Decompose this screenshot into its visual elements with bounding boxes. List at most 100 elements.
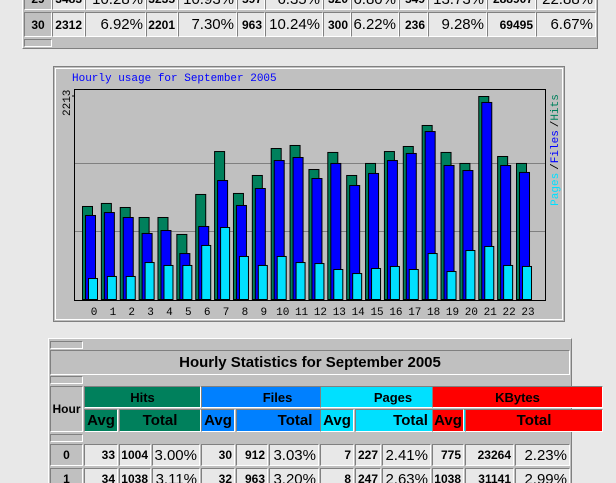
table-cell: 7.30% xyxy=(178,12,237,37)
x-tick-label: 9 xyxy=(261,307,268,319)
column-header: Hour xyxy=(50,386,83,432)
table-cell: 247 xyxy=(355,468,381,483)
legend-separator: / xyxy=(550,163,562,170)
bar xyxy=(408,269,419,301)
table-cell: 8 xyxy=(320,468,354,483)
table-cell: 2.41% xyxy=(382,444,431,466)
table-cell: 320 xyxy=(323,0,351,10)
x-tick-label: 5 xyxy=(185,307,192,319)
table-cell: 963 xyxy=(237,12,265,37)
x-tick-label: 6 xyxy=(204,307,211,319)
group-header: KBytes xyxy=(432,386,603,408)
x-tick-label: 3 xyxy=(147,307,154,319)
bar xyxy=(333,269,344,301)
x-tick-label: 22 xyxy=(503,307,516,319)
bar xyxy=(295,262,306,300)
bar xyxy=(220,226,231,300)
sub-header: Avg xyxy=(84,409,118,432)
spacer-cell xyxy=(50,434,83,442)
x-tick-label: 2 xyxy=(128,307,135,319)
legend-entry: Hits xyxy=(550,94,562,120)
x-tick-label: 18 xyxy=(427,307,440,319)
table-cell: 69495 xyxy=(487,12,536,37)
bar xyxy=(276,255,287,301)
table-cell: 3483 xyxy=(52,0,85,10)
sub-header: Avg xyxy=(432,409,464,432)
bar xyxy=(314,263,325,300)
spacer-cell xyxy=(24,39,52,47)
table-cell: 1038 xyxy=(432,468,464,483)
bar xyxy=(163,264,174,300)
y-tick-label: 2213 xyxy=(62,90,74,116)
bar xyxy=(182,264,193,300)
chart-bevel xyxy=(55,68,563,320)
bar xyxy=(201,244,212,300)
legend-entry: Files xyxy=(550,130,562,163)
table-cell: 6.80% xyxy=(351,0,399,10)
x-tick-label: 15 xyxy=(370,307,383,319)
spacer-cell xyxy=(50,376,83,384)
x-tick-label: 13 xyxy=(333,307,346,319)
table-cell: 10.28% xyxy=(85,0,146,10)
sub-header: Total xyxy=(465,409,603,432)
table-cell: 236 xyxy=(399,12,428,37)
x-tick-label: 8 xyxy=(242,307,249,319)
bar xyxy=(371,267,382,300)
table-cell: 912 xyxy=(236,444,268,466)
x-tick-label: 23 xyxy=(521,307,534,319)
bar xyxy=(484,245,495,300)
legend-separator: / xyxy=(550,121,562,128)
x-tick-label: 1 xyxy=(110,307,117,319)
table-cell: 33 xyxy=(84,444,118,466)
table-cell: 3.03% xyxy=(269,444,319,466)
table-cell: 1038 xyxy=(119,468,151,483)
table-cell: 1004 xyxy=(119,444,151,466)
table-cell: 2.99% xyxy=(515,468,570,483)
sub-header: Avg xyxy=(201,409,235,432)
x-tick-label: 10 xyxy=(276,307,289,319)
table-cell: 3235 xyxy=(146,0,178,10)
x-tick-label: 7 xyxy=(223,307,230,319)
table-cell: 3.00% xyxy=(152,444,200,466)
x-tick-label: 4 xyxy=(166,307,173,319)
table-cell: 10.93% xyxy=(178,0,237,10)
bar xyxy=(144,262,155,300)
table-cell: 227 xyxy=(355,444,381,466)
legend-entry: Pages xyxy=(550,173,562,206)
x-tick-label: 21 xyxy=(484,307,498,319)
table-cell: 23264 xyxy=(465,444,514,466)
table-cell: 2.63% xyxy=(382,468,431,483)
bar xyxy=(88,277,98,300)
table-cell: 9.28% xyxy=(428,12,487,37)
table-cell: 2.23% xyxy=(515,444,570,466)
table-cell: 6.67% xyxy=(536,12,596,37)
table-cell: 32 xyxy=(201,468,235,483)
x-tick-label: 16 xyxy=(389,307,402,319)
table-cell: 2312 xyxy=(52,12,85,37)
bar xyxy=(446,271,457,300)
bar xyxy=(238,255,249,301)
bar xyxy=(257,264,268,300)
x-tick-label: 12 xyxy=(314,307,327,319)
table-cell: 549 xyxy=(399,0,428,10)
table-cell: 3.11% xyxy=(152,468,200,483)
bar xyxy=(106,275,117,301)
x-tick-label: 14 xyxy=(352,307,366,319)
group-header: Hits xyxy=(84,386,201,408)
table-cell: 0 xyxy=(50,444,83,466)
table-cell: 597 xyxy=(237,0,265,10)
table-cell: 963 xyxy=(236,468,268,483)
bar xyxy=(465,250,476,300)
chart-title: Hourly usage for September 2005 xyxy=(72,73,277,85)
table-cell: 6.22% xyxy=(351,12,399,37)
table-cell: 300 xyxy=(323,12,351,37)
table-cell: 288907 xyxy=(487,0,536,10)
table-title: Hourly Statistics for September 2005 xyxy=(50,350,570,375)
table-cell: 10.24% xyxy=(265,12,323,37)
table-cell: 22.88% xyxy=(536,0,596,10)
legend: Pages/Files/Hits xyxy=(550,94,562,206)
table-cell: 34 xyxy=(84,468,118,483)
x-tick-label: 19 xyxy=(446,307,459,319)
table-cell: 30 xyxy=(201,444,235,466)
